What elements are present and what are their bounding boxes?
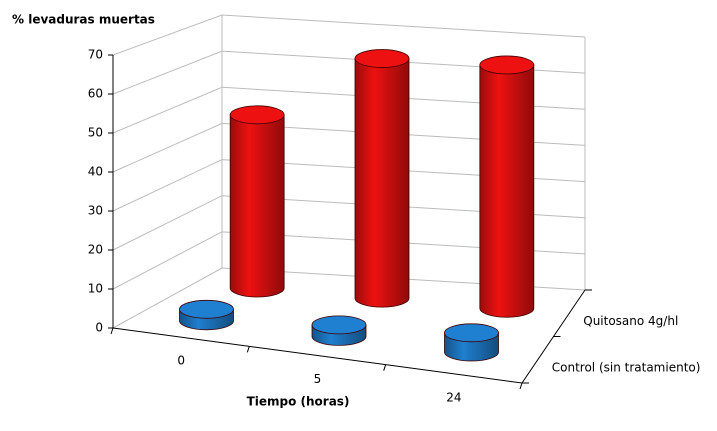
cylinder-top: [479, 55, 535, 75]
cylinder-shade: [355, 58, 409, 308]
legend-label: Quitosano 4g/hl: [583, 314, 678, 328]
x-tick: [246, 346, 250, 353]
grid-line: [112, 14, 586, 56]
y-tick-label: 0: [95, 321, 103, 335]
y-tick-label: 60: [88, 87, 103, 101]
y-tick-label: 40: [88, 165, 103, 179]
cylinder-shade: [479, 64, 534, 318]
cylinder: [479, 55, 535, 318]
cylinder-top: [179, 299, 234, 319]
cylinder: [444, 323, 499, 362]
y-tick-label: 70: [88, 48, 103, 62]
chart-title: % levaduras muertas: [12, 13, 155, 27]
legend-label: Control (sin tratamiento): [552, 360, 701, 374]
cylinder-top: [444, 323, 499, 343]
cylinder-top: [354, 49, 410, 68]
x-tick: [110, 327, 114, 335]
x-tick-label: 24: [446, 390, 461, 404]
cylinder-top: [229, 105, 285, 125]
x-tick-label: 5: [314, 372, 322, 386]
cylinder: [179, 299, 234, 331]
cylinder: [229, 105, 285, 298]
y-tick-label: 10: [88, 282, 103, 296]
y-tick-label: 50: [88, 126, 103, 140]
cylinder: [311, 315, 367, 346]
x-tick: [383, 364, 387, 371]
x-tick: [519, 382, 523, 390]
x-tick-label: 0: [177, 354, 185, 368]
x-axis-title: Tiempo (horas): [247, 395, 350, 409]
cylinder-shade: [230, 114, 285, 298]
y-tick-label: 30: [88, 204, 103, 218]
y-tick-label: 20: [88, 243, 103, 257]
cylinder: [354, 49, 410, 308]
cylinder-top: [311, 315, 367, 335]
